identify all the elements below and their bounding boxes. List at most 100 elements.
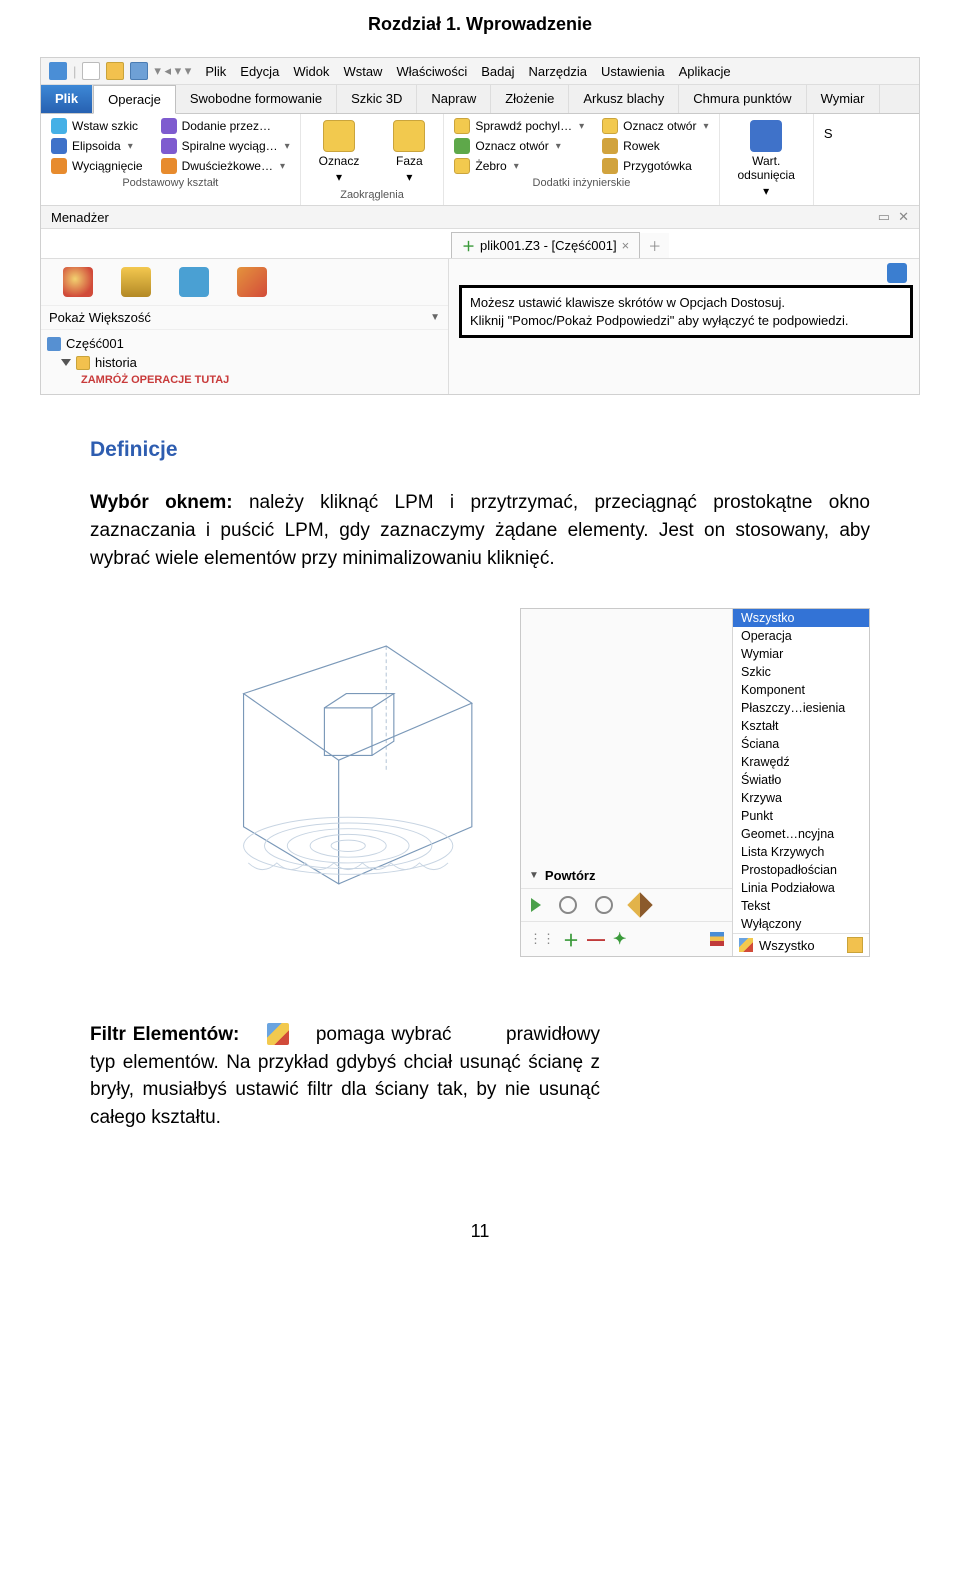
menu-wstaw[interactable]: Wstaw (343, 64, 382, 79)
ribbon-item[interactable]: Rowek (602, 138, 708, 154)
canvas-area: Możesz ustawić klawisze skrótów w Opcjac… (449, 259, 919, 394)
menu-plik[interactable]: Plik (205, 64, 226, 79)
play-icon[interactable] (531, 898, 541, 912)
ribbon-item[interactable]: Wstaw szkic (51, 118, 143, 134)
ribbon-item[interactable]: Oznacz otwór▾ (454, 138, 584, 154)
filter-option[interactable]: Kształt (733, 717, 869, 735)
repeat-row[interactable]: ▼ Powtórz (521, 863, 732, 888)
tree-freeze[interactable]: ZAMRÓŻ OPERACJE TUTAJ (47, 372, 442, 388)
show-most-dropdown[interactable]: Pokaż Większość ▼ (41, 306, 448, 330)
tab-chmura[interactable]: Chmura punktów (679, 85, 806, 113)
bars-icon[interactable] (710, 932, 724, 946)
tab-napraw[interactable]: Napraw (417, 85, 491, 113)
filter-option[interactable]: Szkic (733, 663, 869, 681)
filter-left: ▼ Powtórz ⋮⋮ ＋ — ✦ (521, 609, 733, 956)
circle-icon[interactable] (559, 896, 577, 914)
filter-option[interactable]: Linia Podziałowa (733, 879, 869, 897)
tab-wymiar[interactable]: Wymiar (807, 85, 880, 113)
cube-icon[interactable] (237, 267, 267, 297)
ribbon-item-label: Wstaw szkic (72, 119, 138, 133)
expand-icon[interactable] (61, 359, 71, 366)
tab-arkusz[interactable]: Arkusz blachy (569, 85, 679, 113)
menu-widok[interactable]: Widok (293, 64, 329, 79)
chevron-down-icon: ▾ (579, 121, 584, 132)
close-doc-icon[interactable]: × (622, 238, 630, 253)
ribbon-group-offset: Wart.odsunięcia▾ (720, 114, 814, 205)
ribbon-item[interactable]: Dodanie przez… (161, 118, 290, 134)
ribbon-item[interactable]: Sprawdź pochyl…▾ (454, 118, 584, 134)
tree-root[interactable]: Część001 (47, 334, 442, 353)
filter-option[interactable]: Wszystko (733, 609, 869, 627)
filter-option[interactable]: Lista Krzywych (733, 843, 869, 861)
ribbon-big-item[interactable]: Faza▾ (385, 118, 433, 186)
ribbon-item-icon (161, 158, 177, 174)
ribbon-item[interactable]: Żebro▾ (454, 158, 584, 174)
filter-option[interactable]: Tekst (733, 897, 869, 915)
menu-edycja[interactable]: Edycja (240, 64, 279, 79)
minus-icon[interactable]: — (587, 929, 605, 950)
menu-ustawienia[interactable]: Ustawienia (601, 64, 665, 79)
ribbon-item[interactable]: Oznacz otwór▾ (602, 118, 708, 134)
circle2-icon[interactable] (595, 896, 613, 914)
work-row: Pokaż Większość ▼ Część001 historia ZAMR… (41, 259, 919, 394)
tab-operacje[interactable]: Operacje (93, 85, 176, 114)
filter-option[interactable]: Wymiar (733, 645, 869, 663)
chevron-down-icon: ▾ (336, 170, 342, 184)
menu-narzedzia[interactable]: Narzędzia (528, 64, 587, 79)
menu-wlasciwosci[interactable]: Właściwości (396, 64, 467, 79)
tab-swobodne[interactable]: Swobodne formowanie (176, 85, 337, 113)
ribbon-big-label: Faza (396, 154, 423, 168)
filter-option[interactable]: Prostopadłościan (733, 861, 869, 879)
menu-aplikacje[interactable]: Aplikacje (679, 64, 731, 79)
ribbon-item[interactable]: Wyciągnięcie (51, 158, 143, 174)
ribbon-item[interactable]: Elipsoida▾ (51, 138, 143, 154)
ribbon-item-icon (602, 138, 618, 154)
ribbon-item-label: Żebro (475, 159, 506, 173)
filter-option[interactable]: Punkt (733, 807, 869, 825)
close-panel-icon[interactable]: ✕ (898, 209, 909, 225)
ribbon-trailing: S (814, 114, 843, 205)
ribbon-item[interactable]: Przygotówka (602, 158, 708, 174)
filter-option[interactable]: Ściana (733, 735, 869, 753)
filter-option[interactable]: Płaszczy…iesienia (733, 699, 869, 717)
ribbon-item[interactable]: Spiralne wyciąg…▾ (161, 138, 290, 154)
filter-bottom-label: Wszystko (759, 938, 815, 953)
filter-option[interactable]: Krzywa (733, 789, 869, 807)
min-panel-icon[interactable]: ▭ (878, 209, 890, 225)
filter-option[interactable]: Światło (733, 771, 869, 789)
group-label-offset (730, 200, 803, 203)
filter-option[interactable]: Komponent (733, 681, 869, 699)
ribbon-big-item[interactable]: Oznacz▾ (311, 118, 368, 186)
dashboard-icon[interactable] (63, 267, 93, 297)
save-icon[interactable] (130, 62, 148, 80)
ribbon-item[interactable]: Dwuścieżkowe…▾ (161, 158, 290, 174)
manager-toolbar (41, 259, 448, 306)
filter-option[interactable]: Krawędź (733, 753, 869, 771)
pin-icon[interactable] (121, 267, 151, 297)
filter-option[interactable]: Geomet…ncyjna (733, 825, 869, 843)
plus2-icon[interactable]: ✦ (613, 929, 626, 949)
tab-szkic3d[interactable]: Szkic 3D (337, 85, 417, 113)
filter-cube-icon[interactable] (847, 937, 863, 953)
glasses-icon[interactable] (179, 267, 209, 297)
plus-icon[interactable]: ＋ (563, 927, 579, 951)
filter-definition: Filtr Elementów: pomaga wybrać prawidłow… (90, 1021, 600, 1131)
ribbon-item-label: Dodanie przez… (182, 119, 271, 133)
tab-zlozenie[interactable]: Złożenie (491, 85, 569, 113)
qa-arrows-icon[interactable]: ▾ ◂ ▾ ▾ (154, 63, 191, 79)
tab-plik[interactable]: Plik (41, 85, 93, 113)
tree-history[interactable]: historia (47, 353, 442, 372)
add-doc-tab[interactable]: ＋ (640, 233, 669, 258)
tree-freeze-label: ZAMRÓŻ OPERACJE TUTAJ (81, 374, 229, 386)
ribbon-item-icon (51, 118, 67, 134)
filter-option[interactable]: Operacja (733, 627, 869, 645)
run-icon[interactable] (887, 263, 907, 283)
open-file-icon[interactable] (106, 62, 124, 80)
filter-bottom-row[interactable]: Wszystko (733, 933, 869, 956)
pencil-icon[interactable] (627, 892, 652, 917)
new-file-icon[interactable] (82, 62, 100, 80)
document-tab[interactable]: ＋ plik001.Z3 - [Część001] × (451, 232, 640, 258)
filter-option[interactable]: Wyłączony (733, 915, 869, 933)
menu-badaj[interactable]: Badaj (481, 64, 514, 79)
ribbon-big-item[interactable]: Wart.odsunięcia▾ (730, 118, 803, 200)
